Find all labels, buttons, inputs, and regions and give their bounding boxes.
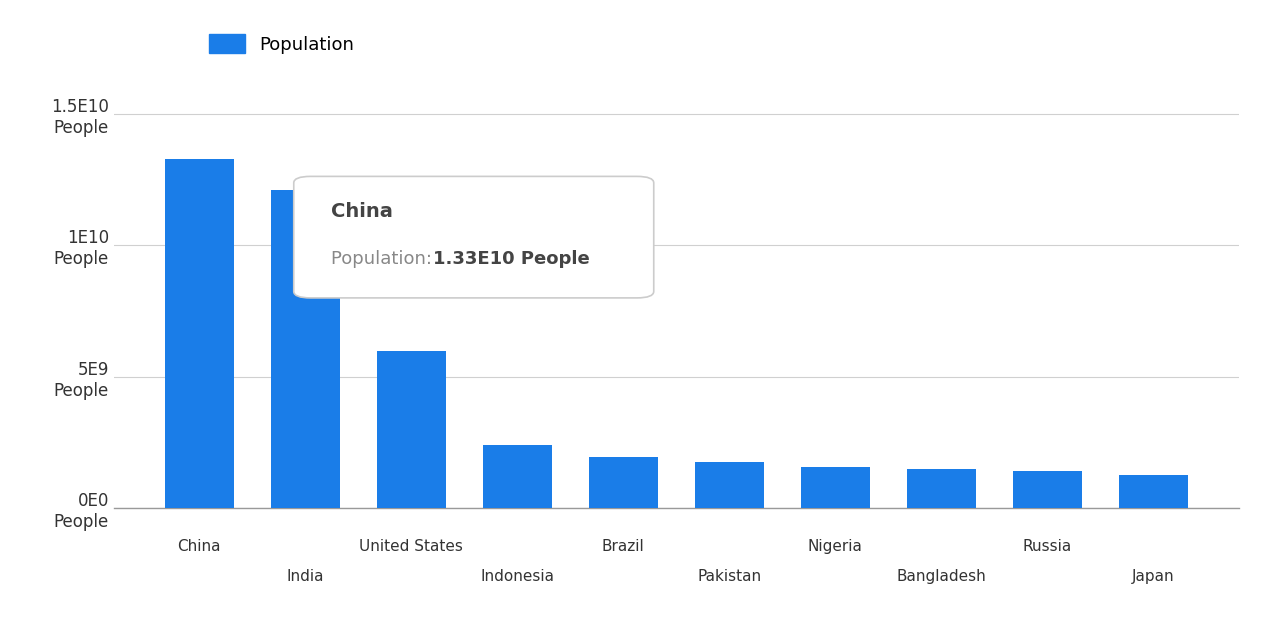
- Text: United States: United States: [359, 539, 463, 554]
- Text: Brazil: Brazil: [602, 539, 645, 554]
- Bar: [695, 462, 763, 508]
- Text: Russia: Russia: [1023, 539, 1072, 554]
- Text: Indonesia: Indonesia: [480, 569, 555, 584]
- Text: Pakistan: Pakistan: [698, 569, 761, 584]
- Bar: [377, 350, 446, 508]
- Bar: [1119, 475, 1188, 508]
- Text: Nigeria: Nigeria: [808, 539, 862, 554]
- Bar: [270, 190, 340, 508]
- Bar: [1012, 471, 1082, 508]
- FancyBboxPatch shape: [293, 176, 653, 298]
- Text: China: China: [331, 202, 393, 221]
- Legend: Population: Population: [201, 27, 362, 61]
- Bar: [801, 467, 870, 508]
- Text: Population:: Population:: [331, 249, 437, 267]
- Bar: [483, 445, 551, 508]
- Bar: [164, 159, 234, 508]
- Text: Japan: Japan: [1131, 569, 1174, 584]
- Text: Bangladesh: Bangladesh: [896, 569, 986, 584]
- Bar: [906, 469, 976, 508]
- Text: India: India: [287, 569, 324, 584]
- Text: 1.33E10 People: 1.33E10 People: [434, 249, 590, 267]
- Bar: [589, 457, 657, 508]
- Text: China: China: [177, 539, 221, 554]
